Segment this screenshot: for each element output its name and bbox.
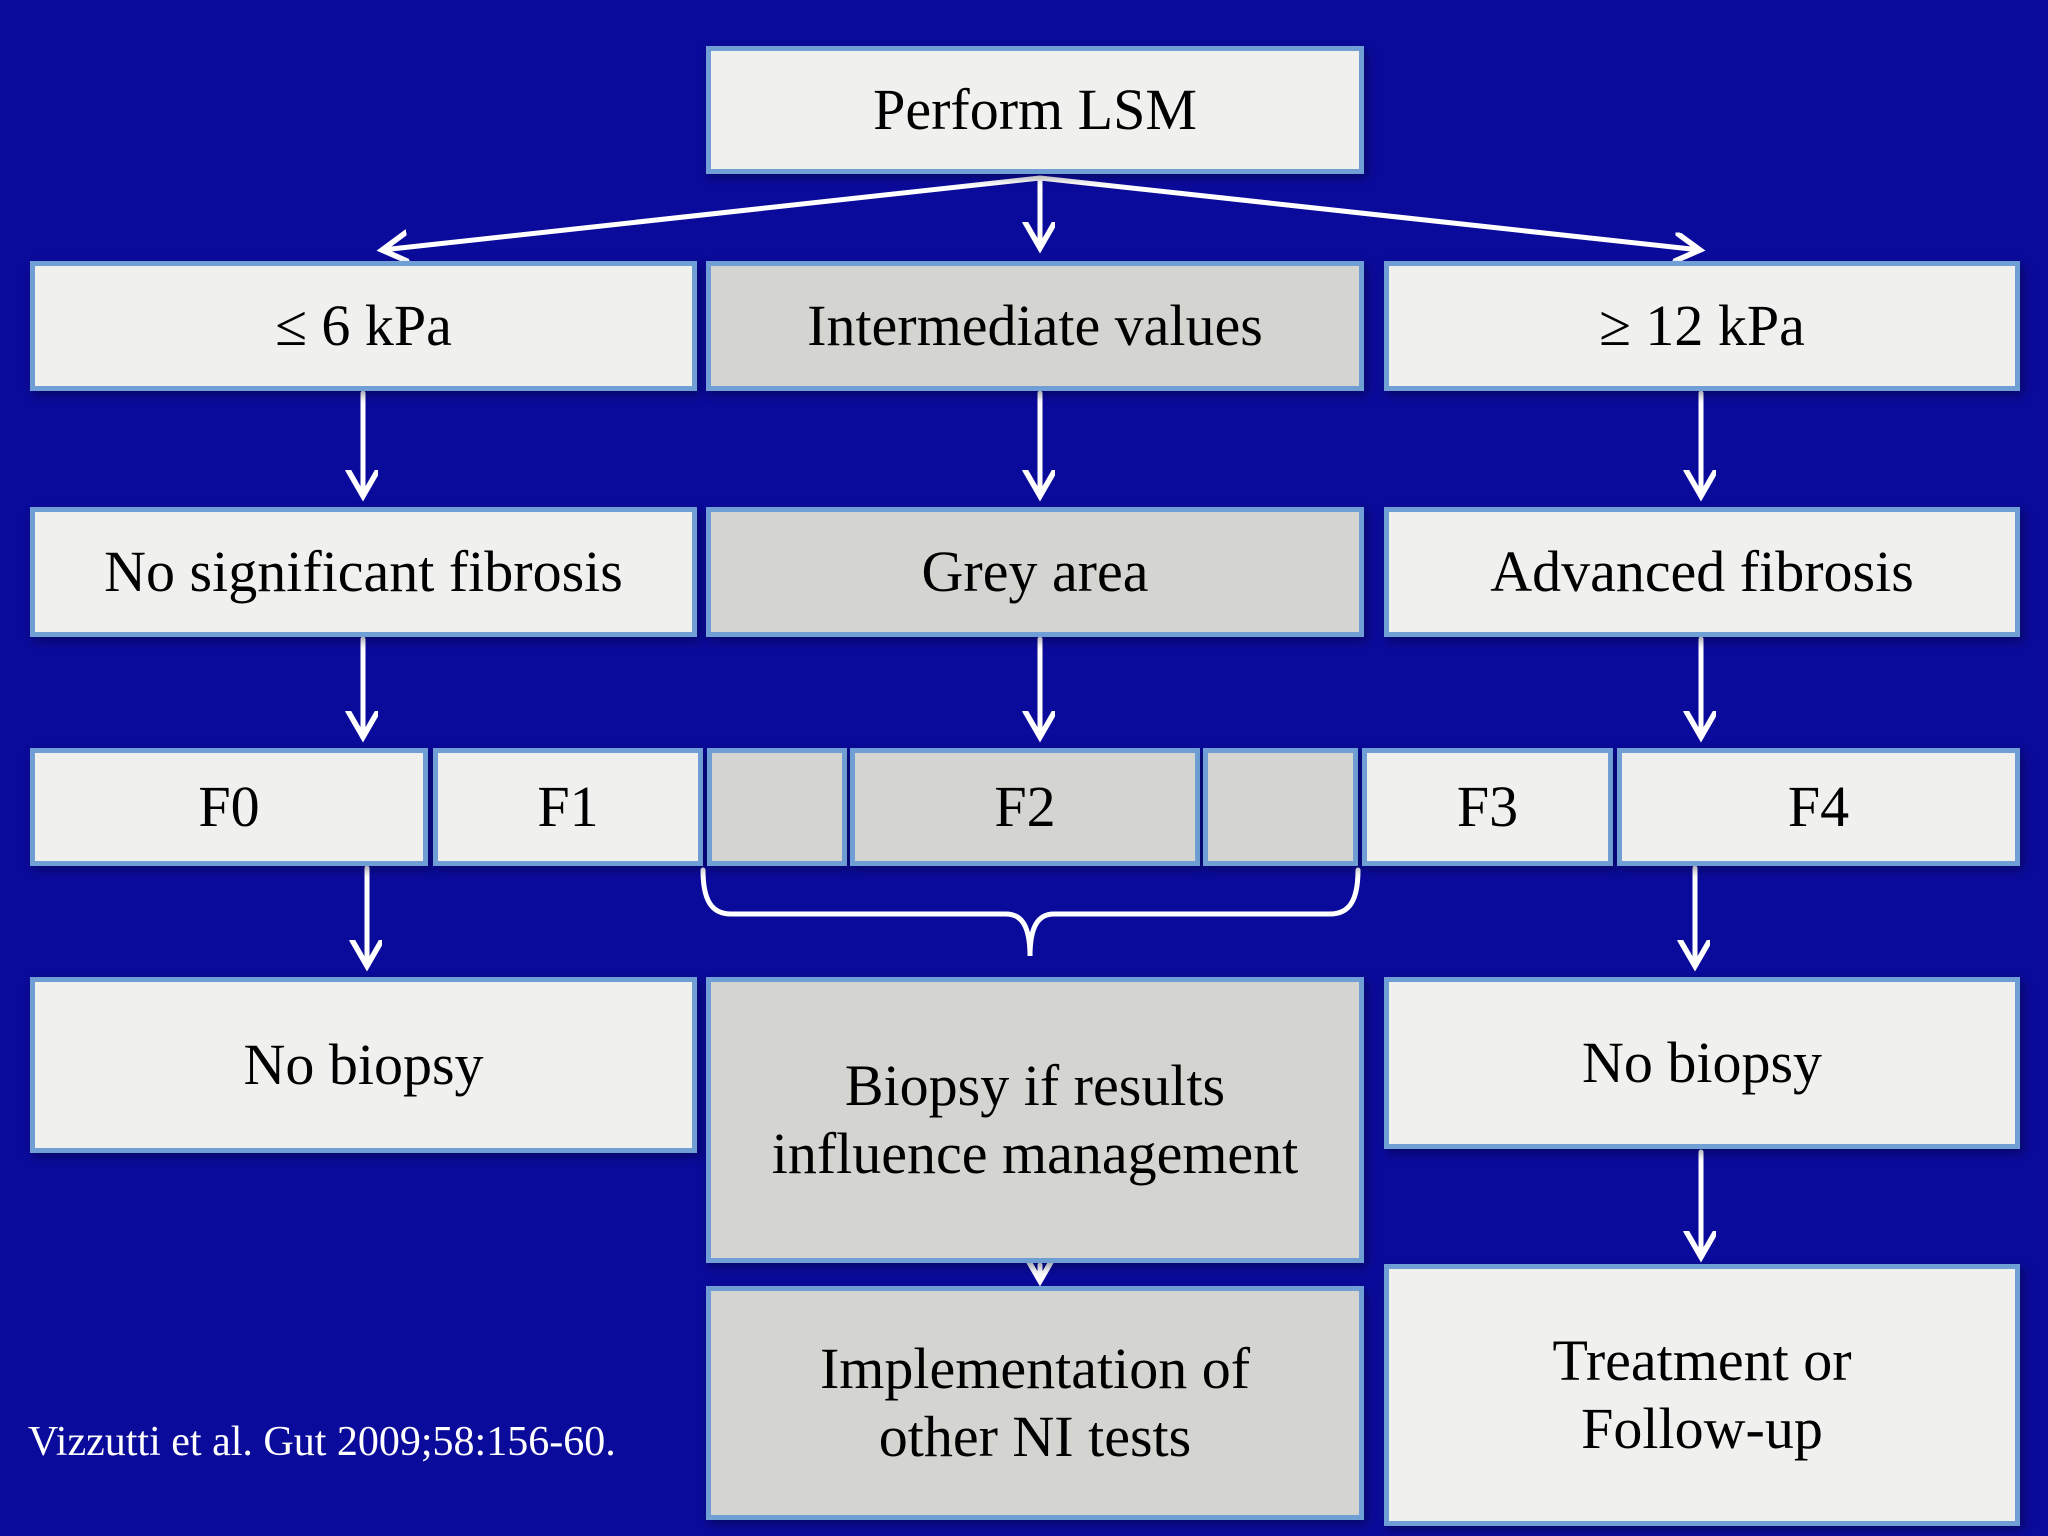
stage-segment-f2-label: F2 [994,773,1056,839]
node-threshold-high: ≥ 12 kPa [1384,261,2020,391]
node-action-low-label: No biopsy [243,1031,484,1097]
stage-segment-f4: F4 [1617,748,2020,866]
node-interpretation-low: No significant fibrosis [30,507,697,637]
stage-segment-grey-left [707,748,847,866]
node-perform-lsm-label: Perform LSM [873,76,1197,142]
arrow-lsm-to-low-threshold [382,175,1043,250]
node-threshold-low-label: ≤ 6 kPa [275,292,452,358]
node-action-high-no-biopsy: No biopsy [1384,977,2020,1149]
node-action-biopsy-if-results: Biopsy if results influence management [706,977,1364,1263]
node-threshold-intermediate-label: Intermediate values [807,292,1263,358]
arrow-lsm-to-high-threshold [1037,175,1700,250]
node-action-low-no-biopsy: No biopsy [30,977,697,1153]
node-interpretation-low-label: No significant fibrosis [104,538,623,604]
stage-segment-f4-label: F4 [1787,773,1850,839]
stage-segment-f0-label: F0 [198,773,260,839]
node-interpretation-high: Advanced fibrosis [1384,507,2020,637]
node-interpretation-high-label: Advanced fibrosis [1490,538,1914,604]
stage-segment-f3: F3 [1362,748,1613,866]
node-action-biopsy-if-results-label: Biopsy if results influence management [771,1052,1299,1186]
node-followup-ni-tests: Implementation of other NI tests [706,1286,1364,1520]
stage-segment-grey-right [1203,748,1358,866]
node-threshold-intermediate: Intermediate values [706,261,1364,391]
node-interpretation-grey-area-label: Grey area [921,538,1149,604]
stage-segment-f1-label: F1 [537,773,599,839]
node-followup-treatment: Treatment or Follow-up [1384,1264,2020,1526]
node-threshold-high-label: ≥ 12 kPa [1599,292,1805,358]
citation-text: Vizzutti et al. Gut 2009;58:156-60. [28,1419,616,1465]
stage-segment-f3-label: F3 [1456,773,1519,839]
stage-segment-f0: F0 [30,748,428,866]
node-action-high-label: No biopsy [1581,1029,1823,1095]
node-interpretation-grey-area: Grey area [706,507,1364,637]
stage-segment-f1: F1 [433,748,703,866]
stage-segment-f2: F2 [850,748,1200,866]
grey-area-brace [700,867,1361,957]
node-threshold-low: ≤ 6 kPa [30,261,697,391]
node-followup-treatment-label: Treatment or Follow-up [1552,1327,1852,1461]
node-perform-lsm: Perform LSM [706,46,1364,174]
node-followup-ni-tests-label: Implementation of other NI tests [819,1335,1251,1469]
